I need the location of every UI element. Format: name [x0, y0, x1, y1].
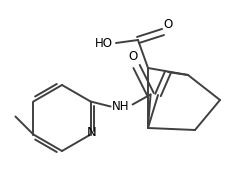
Text: NH: NH	[112, 100, 129, 113]
Text: O: O	[163, 17, 173, 31]
Text: HO: HO	[95, 36, 113, 49]
Text: N: N	[87, 126, 96, 139]
Text: O: O	[128, 50, 137, 63]
